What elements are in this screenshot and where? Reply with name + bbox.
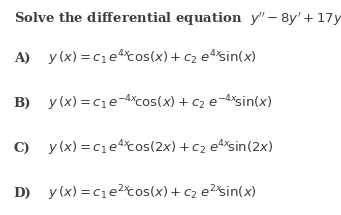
Text: A): A) bbox=[14, 52, 30, 64]
Text: D): D) bbox=[14, 187, 31, 200]
Text: $y\,(x) = c_1\, e^{4x}\! \cos(2x) + c_2\; e^{4x}\! \sin(2x)$: $y\,(x) = c_1\, e^{4x}\! \cos(2x) + c_2\… bbox=[48, 138, 273, 158]
Text: C): C) bbox=[14, 142, 30, 155]
Text: B): B) bbox=[14, 97, 31, 110]
Text: Solve the differential equation  $y'' - 8y' + 17y = 0$: Solve the differential equation $y'' - 8… bbox=[14, 11, 341, 28]
Text: $y\,(x) = c_1\, e^{4x}\! \cos(x) + c_2\; e^{4x}\! \sin(x)$: $y\,(x) = c_1\, e^{4x}\! \cos(x) + c_2\;… bbox=[48, 48, 257, 68]
Text: $y\,(x) = c_1\, e^{-4x}\! \cos(x) + c_2\; e^{-4x}\! \sin(x)$: $y\,(x) = c_1\, e^{-4x}\! \cos(x) + c_2\… bbox=[48, 93, 272, 113]
Text: $y\,(x) = c_1\, e^{2x}\! \cos(x) + c_2\; e^{2x}\! \sin(x)$: $y\,(x) = c_1\, e^{2x}\! \cos(x) + c_2\;… bbox=[48, 184, 257, 203]
